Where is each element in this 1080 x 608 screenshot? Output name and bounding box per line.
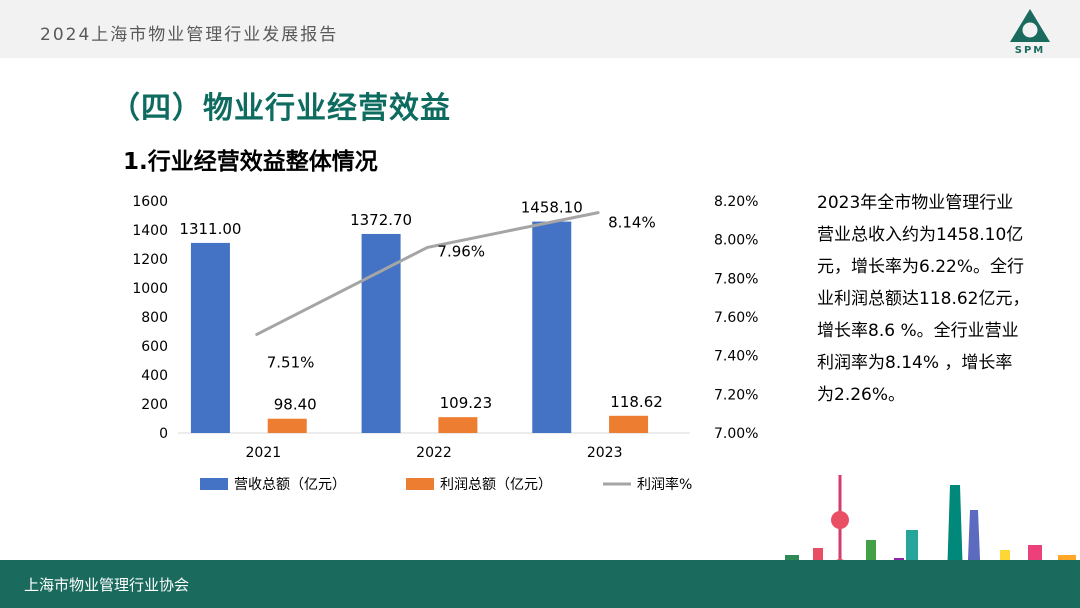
y-left-tick-label: 0	[159, 426, 168, 442]
combo-chart: 0 200 400 600 800 1000 1200 1400 1600 7.00% 7.20% 7…	[132, 194, 758, 493]
logo-text: SPM	[1015, 45, 1045, 56]
footer-organization: 上海市物业管理行业协会	[24, 576, 190, 594]
bar-data-label: 98.40	[274, 396, 317, 414]
y-right-tick-label: 7.00%	[714, 426, 758, 442]
y-left-tick-label: 800	[141, 310, 168, 326]
y-right-tick-label: 7.60%	[714, 310, 758, 326]
y-right-tick-label: 8.20%	[714, 194, 758, 210]
bar-data-label: 109.23	[440, 394, 493, 412]
legend-label: 营收总额（亿元）	[234, 477, 346, 493]
spm-logo-icon: SPM	[1010, 9, 1050, 56]
bar	[609, 415, 649, 433]
top-banner: 2024上海市物业管理行业发展报告 SPM	[0, 0, 1080, 58]
bar	[532, 221, 572, 433]
bar-data-label: 1311.00	[179, 220, 241, 238]
legend-swatch	[406, 478, 434, 490]
y-left-tick-label: 1000	[132, 281, 168, 297]
description-text: 2023年全市物业管理行业 营业总收入约为1458.10亿 元，增长率为6.22…	[817, 187, 1057, 411]
bar-data-label: 1458.10	[521, 199, 583, 217]
legend-label: 利润率%	[637, 476, 692, 493]
description-line: 业利润总额达118.62亿元，	[817, 289, 1030, 309]
description-line: 营业总收入约为1458.10亿	[817, 225, 1024, 245]
footer-bar: 上海市物业管理行业协会	[0, 560, 1080, 608]
bar-data-label: 1372.70	[350, 211, 412, 229]
line-data-label: 7.51%	[267, 353, 315, 371]
line-data-label: 8.14%	[608, 214, 656, 232]
y-left-tick-label: 1200	[132, 252, 168, 268]
y-right-tick-label: 7.40%	[714, 349, 758, 365]
x-tick-label: 2021	[246, 445, 282, 461]
legend-swatch	[200, 478, 228, 490]
description-line: 元，增长率为6.22%。全行	[817, 257, 1025, 277]
bar	[190, 242, 230, 433]
legend-label: 利润总额（亿元）	[440, 477, 552, 493]
series-line	[255, 211, 600, 336]
description-line: 利润率为8.14% ，增长率	[817, 353, 1013, 373]
y-right-tick-label: 7.20%	[714, 387, 758, 403]
chart-subtitle: 1.行业经营效益整体情况	[123, 149, 378, 175]
section-title: （四）物业行业经营效益	[110, 91, 451, 126]
y-left-tick-label: 200	[141, 397, 168, 413]
y-left-tick-label: 600	[141, 339, 168, 355]
bar	[438, 417, 478, 433]
description-line: 为2.26%。	[817, 385, 906, 405]
y-left-tick-label: 400	[141, 368, 168, 384]
bar-data-label: 118.62	[610, 393, 663, 411]
description-line: 2023年全市物业管理行业	[817, 193, 1014, 213]
line-data-label: 7.96%	[437, 242, 485, 260]
y-right-tick-label: 8.00%	[714, 233, 758, 249]
bar	[267, 418, 307, 433]
y-right-tick-label: 7.80%	[714, 271, 758, 287]
bar	[361, 233, 401, 433]
y-left-tick-label: 1400	[132, 223, 168, 239]
report-title: 2024上海市物业管理行业发展报告	[40, 25, 339, 45]
x-tick-label: 2023	[587, 445, 623, 461]
x-tick-label: 2022	[416, 445, 452, 461]
y-left-tick-label: 1600	[132, 194, 168, 210]
description-line: 增长率8.6 %。全行业营业	[817, 321, 1019, 341]
